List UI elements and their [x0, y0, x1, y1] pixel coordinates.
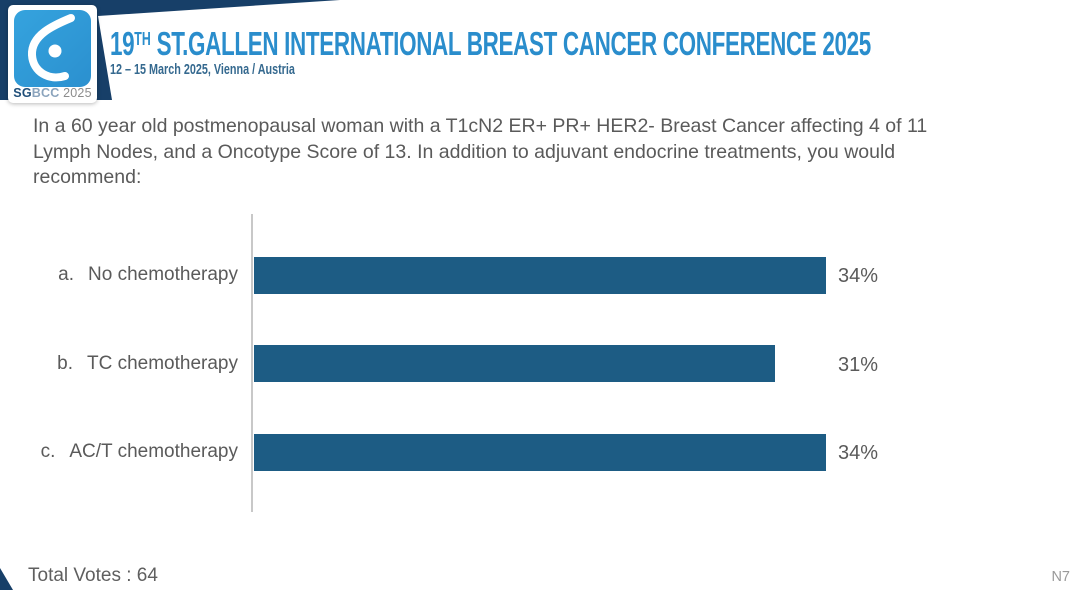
logo-sg: SG [13, 86, 32, 100]
question-line-2: Lymph Nodes, and a Oncotype Score of 13.… [33, 140, 896, 163]
question-line-3: recommend: [33, 166, 142, 188]
slide-code: N7 [1051, 569, 1070, 585]
option-label-c: c. AC/T chemotherapy [41, 439, 238, 465]
option-text: AC/T chemotherapy [69, 441, 238, 462]
value-label-b: 31% [838, 354, 879, 376]
option-letter: a. [58, 264, 75, 285]
title-ordinal: TH [134, 29, 151, 49]
bar-no-chemotherapy [254, 257, 826, 294]
bar-act-chemotherapy [254, 434, 826, 471]
title-number: 19 [110, 25, 135, 62]
poll-question: In a 60 year old postmenopausal woman wi… [33, 114, 927, 191]
conference-title: 19TH ST.GALLEN INTERNATIONAL BREAST CANC… [110, 25, 871, 63]
title-text: ST.GALLEN INTERNATIONAL BREAST CANCER CO… [150, 25, 872, 62]
option-letter: b. [57, 353, 73, 374]
question-line-1: In a 60 year old postmenopausal woman wi… [33, 115, 928, 137]
option-letter: c. [40, 441, 56, 462]
logo-year: 2025 [59, 86, 92, 100]
value-label-c: 34% [838, 442, 879, 464]
conference-date-location: 12 – 15 March 2025, Vienna / Austria [110, 61, 295, 78]
total-votes: Total Votes : 64 [28, 565, 158, 586]
option-text: No chemotherapy [88, 264, 238, 285]
sgbcc-logo-card: SGBCC 2025 [8, 5, 97, 103]
chart-axis-line [251, 214, 253, 512]
option-label-b: b. TC chemotherapy [57, 351, 238, 377]
logo-wordmark: SGBCC 2025 [8, 86, 97, 100]
logo-bcc: BCC [31, 86, 60, 100]
sgbcc-logo [14, 10, 91, 87]
option-label-a: a. No chemotherapy [58, 262, 238, 288]
breast-icon [28, 14, 75, 82]
bottom-left-corner-accent [0, 568, 13, 590]
value-label-a: 34% [838, 265, 879, 287]
option-text: TC chemotherapy [86, 353, 238, 374]
bar-tc-chemotherapy [254, 345, 775, 382]
